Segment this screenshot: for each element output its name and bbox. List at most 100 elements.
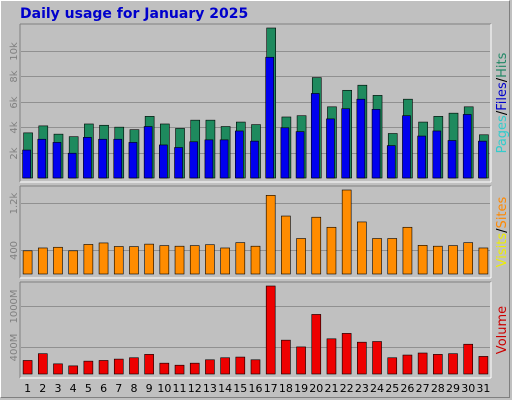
- legend-bottom: Volume: [495, 306, 510, 354]
- bar-files: [143, 126, 153, 179]
- bar-sites: [189, 245, 200, 275]
- x-tick-label: 29: [446, 382, 460, 395]
- bar-volume: [83, 360, 94, 375]
- x-tick-label: 18: [279, 382, 293, 395]
- y-tick-label: 4k: [9, 121, 20, 133]
- x-tick-label: 11: [173, 382, 187, 395]
- x-tick-label: 16: [249, 382, 263, 395]
- bar-volume: [189, 362, 200, 375]
- bar-files: [417, 135, 426, 179]
- bar-volume: [98, 360, 109, 375]
- bar-files: [113, 138, 123, 179]
- bar-sites: [372, 238, 382, 275]
- bar-sites: [113, 246, 124, 275]
- bar-sites: [250, 245, 261, 275]
- bar-files: [447, 140, 457, 179]
- bar-sites: [68, 250, 78, 275]
- legend-entry: Sites: [495, 196, 510, 228]
- bar-sites: [83, 244, 94, 275]
- bar-volume: [296, 346, 306, 375]
- bar-sites: [53, 246, 63, 275]
- x-tick-label: 26: [400, 382, 414, 395]
- bar-volume: [174, 364, 185, 375]
- y-tick-label: 1000M: [9, 289, 20, 323]
- bar-sites: [433, 245, 443, 275]
- x-tick-label: 2: [39, 382, 46, 395]
- legend-top: Pages/Files/Hits: [495, 52, 510, 153]
- bar-files: [280, 127, 290, 179]
- bar-files: [235, 130, 244, 179]
- x-tick-label: 10: [157, 382, 171, 395]
- bar-sites: [159, 245, 170, 275]
- bar-files: [128, 142, 138, 179]
- y-tick-label: 10k: [9, 42, 20, 61]
- x-tick-label: 31: [476, 382, 490, 395]
- legend-entry: Files: [495, 82, 510, 111]
- bar-files: [174, 147, 183, 179]
- x-tick-label: 7: [115, 382, 122, 395]
- legend-entry: /: [495, 77, 510, 82]
- x-tick-label: 3: [54, 382, 61, 395]
- bar-sites: [478, 247, 489, 275]
- bar-files: [310, 93, 320, 179]
- bar-volume: [265, 285, 276, 375]
- bar-volume: [129, 357, 139, 375]
- legend-middle: Visits/Sites: [495, 196, 510, 267]
- bar-volume: [37, 353, 48, 375]
- bar-volume: [22, 360, 33, 375]
- bar-files: [265, 56, 274, 179]
- x-tick-label: 21: [324, 382, 338, 395]
- x-tick-label: 6: [100, 382, 107, 395]
- bar-volume: [357, 341, 367, 375]
- bar-files: [356, 98, 366, 179]
- bar-sites: [341, 189, 352, 275]
- x-tick-label: 22: [340, 382, 354, 395]
- bar-volume: [113, 358, 124, 375]
- bar-files: [478, 140, 487, 179]
- bar-files: [204, 139, 214, 179]
- bar-files: [22, 149, 31, 179]
- bar-volume: [326, 338, 337, 375]
- bar-sites: [357, 221, 367, 275]
- bar-sites: [281, 215, 291, 275]
- x-tick-label: 25: [385, 382, 399, 395]
- panel-bottom: 400M 1000M Volume: [9, 281, 510, 379]
- bar-files: [159, 144, 168, 179]
- bar-files: [402, 115, 411, 179]
- legend-entry: Hits: [495, 52, 510, 77]
- x-tick-label: 24: [370, 382, 384, 395]
- bar-files: [326, 118, 335, 179]
- bar-volume: [205, 359, 215, 375]
- x-tick-label: 14: [218, 382, 232, 395]
- bar-sites: [417, 245, 428, 275]
- x-tick-label: 5: [85, 382, 92, 395]
- y-tick-label: 400M: [9, 334, 20, 362]
- bar-sites: [205, 244, 215, 275]
- bar-sites: [387, 238, 398, 275]
- x-tick-label: 9: [146, 382, 153, 395]
- legend-entry: /: [495, 110, 510, 115]
- legend-entry: Pages: [495, 115, 510, 153]
- bar-sites: [326, 226, 337, 275]
- legend-entry: Visits: [495, 233, 510, 268]
- bar-volume: [402, 354, 413, 375]
- y-tick-label: 400: [9, 241, 20, 260]
- bar-volume: [311, 314, 322, 375]
- bar-volume: [417, 352, 428, 375]
- bar-volume: [159, 362, 170, 375]
- bar-volume: [220, 357, 230, 375]
- bar-volume: [463, 343, 474, 375]
- bar-sites: [235, 242, 246, 275]
- bar-files: [219, 139, 229, 179]
- bar-volume: [235, 356, 246, 375]
- bar-sites: [463, 242, 474, 275]
- bar-sites: [37, 247, 48, 275]
- bar-files: [432, 130, 442, 179]
- bar-volume: [387, 357, 398, 375]
- x-tick-label: 1: [24, 382, 31, 395]
- bar-sites: [174, 245, 185, 275]
- bar-files: [341, 108, 350, 179]
- bar-files: [250, 140, 259, 179]
